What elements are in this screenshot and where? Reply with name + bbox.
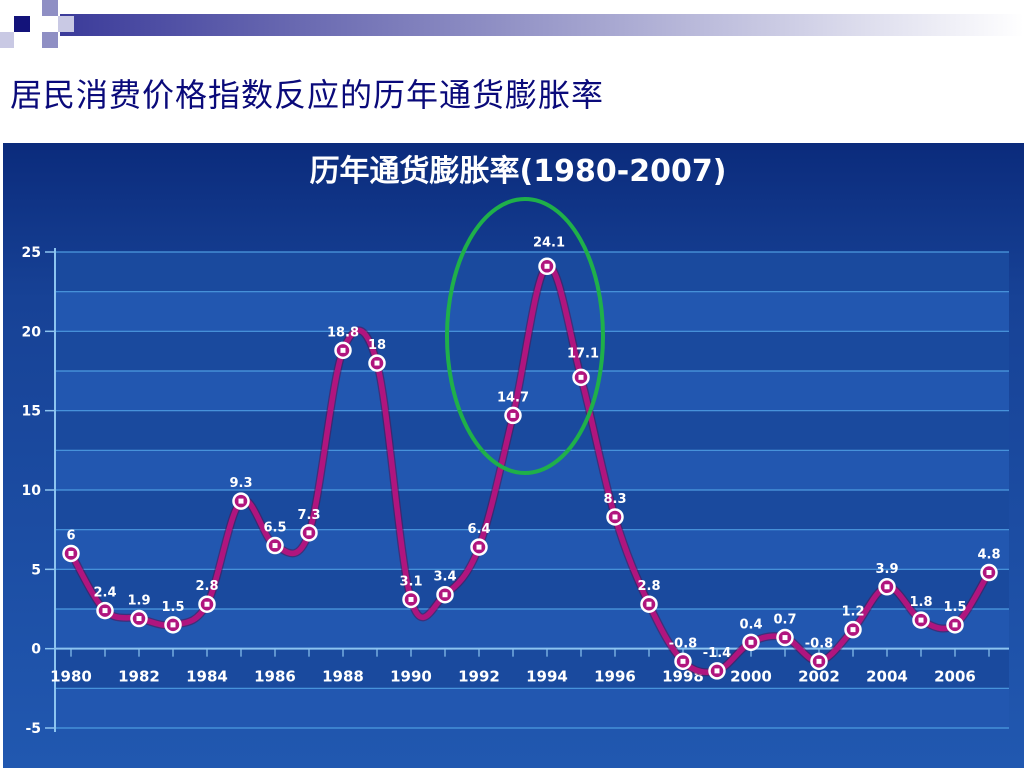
data-point-center <box>816 658 822 664</box>
data-point-center <box>748 639 754 645</box>
inflation-line-chart: 历年通货膨胀率(1980-2007) 25 20 15 10 5 0 -5 1980 1982… <box>3 143 1024 768</box>
data-point-center <box>340 347 346 353</box>
data-label: 14.7 <box>497 390 529 405</box>
data-label: 6.4 <box>467 522 490 537</box>
data-label: 1.5 <box>943 600 966 615</box>
y-tick-label: 0 <box>31 642 41 658</box>
grid-band <box>55 371 1009 411</box>
data-point-center <box>884 584 890 590</box>
data-point-center <box>102 608 108 614</box>
y-tick-label: 15 <box>22 404 41 420</box>
data-point-center <box>238 498 244 504</box>
data-point-center <box>646 601 652 607</box>
data-point-center <box>850 627 856 633</box>
data-label: 1.9 <box>127 594 150 609</box>
grid-band <box>55 529 1009 570</box>
y-tick-labels: 25 20 15 10 5 0 -5 <box>22 245 42 737</box>
data-label: 7.3 <box>297 508 320 523</box>
slide-decoration-bar <box>0 0 1024 52</box>
data-label: 6.5 <box>263 521 286 536</box>
chart-title: 历年通货膨胀率(1980-2007) <box>310 154 727 189</box>
x-tick-label: 1994 <box>526 668 568 686</box>
data-label: 18 <box>368 338 386 353</box>
data-point-center <box>714 668 720 674</box>
data-point-center <box>408 596 414 602</box>
x-tick-label: 1986 <box>254 668 296 686</box>
x-tick-label: 2000 <box>730 668 772 686</box>
data-label: 2.8 <box>195 579 218 594</box>
decoration-squares-graphic <box>0 0 1024 48</box>
grid-band <box>55 450 1009 490</box>
data-label: 3.1 <box>399 574 422 589</box>
x-tick-label: 2004 <box>866 668 908 686</box>
data-label: 3.4 <box>433 570 456 585</box>
x-tick-label: 1980 <box>50 668 92 686</box>
data-label: 18.8 <box>327 325 359 340</box>
slide-title: 居民消费价格指数反应的历年通货膨胀率 <box>10 76 605 114</box>
data-label: 8.3 <box>603 492 626 507</box>
x-tick-label: 1992 <box>458 668 500 686</box>
data-point-center <box>952 622 958 628</box>
data-point-center <box>170 622 176 628</box>
x-tick-label: 2006 <box>934 668 976 686</box>
data-label: -0.8 <box>669 636 697 651</box>
grid-band <box>55 490 1009 530</box>
data-point-center <box>510 412 516 418</box>
grid-band <box>55 331 1009 371</box>
y-tick-label: 10 <box>22 483 42 499</box>
inflation-chart-panel: 历年通货膨胀率(1980-2007) 25 20 15 10 5 0 -5 1980 1982… <box>3 143 1024 768</box>
data-point-center <box>374 360 380 366</box>
data-label: 0.4 <box>739 617 762 632</box>
data-label: 2.8 <box>637 579 660 594</box>
x-tick-label: 1984 <box>186 668 228 686</box>
x-tick-label: 1988 <box>322 668 364 686</box>
grid-lines <box>55 251 1009 729</box>
data-points <box>62 257 998 680</box>
data-label: 9.3 <box>229 476 252 491</box>
data-label: 24.1 <box>533 235 565 250</box>
x-tick-label: 1996 <box>594 668 636 686</box>
y-tick-label: 20 <box>22 324 42 340</box>
data-point-center <box>442 592 448 598</box>
grid-band <box>55 648 1009 689</box>
x-tick-label: 1990 <box>390 668 432 686</box>
data-point-center <box>68 550 74 556</box>
y-tick-label: 25 <box>22 245 41 261</box>
data-label: 1.2 <box>841 605 864 620</box>
data-label: -1.4 <box>703 646 731 661</box>
grid-band <box>55 410 1009 451</box>
y-tick-label: 5 <box>31 562 41 578</box>
data-label: 3.9 <box>875 562 898 577</box>
grid-band <box>55 252 1009 292</box>
x-tick-label: 1982 <box>118 668 160 686</box>
data-point-center <box>204 601 210 607</box>
data-point-center <box>612 514 618 520</box>
highlight-ellipse <box>445 197 605 475</box>
data-point-center <box>476 544 482 550</box>
data-label: 4.8 <box>977 548 1000 563</box>
data-point-center <box>782 635 788 641</box>
grid-band <box>55 688 1009 728</box>
y-tick-label: -5 <box>25 721 41 737</box>
data-point-center <box>544 263 550 269</box>
data-label: 1.5 <box>161 600 184 615</box>
data-label: 0.7 <box>773 613 796 628</box>
data-point-center <box>578 374 584 380</box>
x-tick-label: 2002 <box>798 668 840 686</box>
data-label: 6 <box>66 528 75 543</box>
data-point-center <box>306 530 312 536</box>
x-tick-labels: 1980 1982 1984 1986 1988 1990 1992 1994 1996 1998… <box>50 668 976 686</box>
data-point-center <box>680 658 686 664</box>
data-label: 17.1 <box>567 346 599 361</box>
data-label: -0.8 <box>805 636 833 651</box>
data-labels: 6 2.4 1.9 1.5 2.8 9.3 6.5 7.3 18.8 18 3.1 3.4 6.4 14.… <box>66 235 1000 661</box>
data-point-center <box>986 570 992 576</box>
data-point-center <box>918 617 924 623</box>
data-label: 1.8 <box>909 595 932 610</box>
data-point-center <box>136 616 142 622</box>
data-label: 2.4 <box>93 586 116 601</box>
data-point-center <box>272 543 278 549</box>
highlight-annotation <box>445 197 605 475</box>
